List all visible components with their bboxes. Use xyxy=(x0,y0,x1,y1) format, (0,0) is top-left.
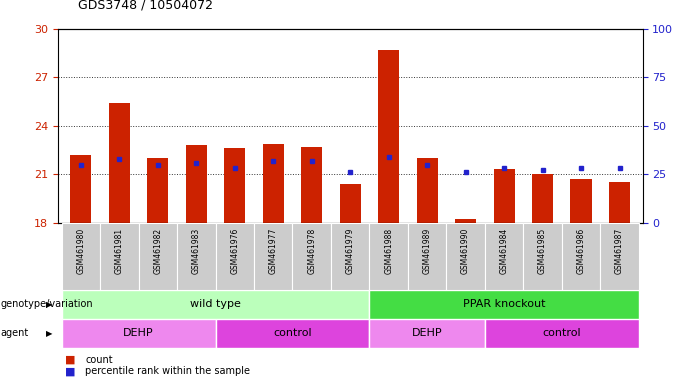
Bar xyxy=(524,223,562,290)
Bar xyxy=(532,174,553,223)
Text: agent: agent xyxy=(1,328,29,338)
Text: GSM461985: GSM461985 xyxy=(538,228,547,274)
Text: ▶: ▶ xyxy=(46,300,53,309)
Bar xyxy=(301,147,322,223)
Text: wild type: wild type xyxy=(190,299,241,310)
Bar xyxy=(571,179,592,223)
Bar xyxy=(70,155,92,223)
Text: GSM461989: GSM461989 xyxy=(423,228,432,274)
Bar xyxy=(446,223,485,290)
Bar xyxy=(331,223,369,290)
Text: DEHP: DEHP xyxy=(123,328,154,338)
Text: ■: ■ xyxy=(65,355,75,365)
Text: control: control xyxy=(273,328,312,338)
Text: DEHP: DEHP xyxy=(412,328,443,338)
Text: ■: ■ xyxy=(65,366,75,376)
Bar xyxy=(292,223,331,290)
Text: GDS3748 / 10504072: GDS3748 / 10504072 xyxy=(78,0,214,12)
Bar xyxy=(186,145,207,223)
Bar xyxy=(62,223,100,290)
Text: GSM461986: GSM461986 xyxy=(577,228,585,274)
Bar xyxy=(369,319,485,348)
Text: GSM461982: GSM461982 xyxy=(153,228,163,274)
Text: ▶: ▶ xyxy=(46,329,53,338)
Text: GSM461981: GSM461981 xyxy=(115,228,124,274)
Text: GSM461980: GSM461980 xyxy=(76,228,86,274)
Text: GSM461976: GSM461976 xyxy=(231,228,239,275)
Bar xyxy=(148,158,169,223)
Bar xyxy=(600,223,639,290)
Text: GSM461988: GSM461988 xyxy=(384,228,393,274)
Bar xyxy=(262,144,284,223)
Bar xyxy=(224,148,245,223)
Text: GSM461983: GSM461983 xyxy=(192,228,201,274)
Text: GSM461978: GSM461978 xyxy=(307,228,316,274)
Bar xyxy=(485,223,524,290)
Bar xyxy=(254,223,292,290)
Bar xyxy=(562,223,600,290)
Bar xyxy=(455,220,476,223)
Text: GSM461977: GSM461977 xyxy=(269,228,277,275)
Bar xyxy=(609,182,630,223)
Bar xyxy=(485,319,639,348)
Bar xyxy=(408,223,446,290)
Text: GSM461984: GSM461984 xyxy=(500,228,509,274)
Bar xyxy=(109,103,130,223)
Bar xyxy=(139,223,177,290)
Bar xyxy=(369,290,639,319)
Bar xyxy=(417,158,438,223)
Text: GSM461987: GSM461987 xyxy=(615,228,624,274)
Bar xyxy=(369,223,408,290)
Text: genotype/variation: genotype/variation xyxy=(1,299,93,310)
Text: percentile rank within the sample: percentile rank within the sample xyxy=(85,366,250,376)
Text: PPAR knockout: PPAR knockout xyxy=(463,299,545,310)
Text: GSM461979: GSM461979 xyxy=(345,228,355,275)
Bar xyxy=(177,223,216,290)
Bar xyxy=(62,319,216,348)
Bar xyxy=(339,184,361,223)
Bar xyxy=(494,169,515,223)
Bar xyxy=(378,50,399,223)
Text: GSM461990: GSM461990 xyxy=(461,228,470,275)
Text: control: control xyxy=(543,328,581,338)
Bar xyxy=(62,290,369,319)
Bar xyxy=(100,223,139,290)
Bar xyxy=(216,319,369,348)
Bar xyxy=(216,223,254,290)
Text: count: count xyxy=(85,355,113,365)
